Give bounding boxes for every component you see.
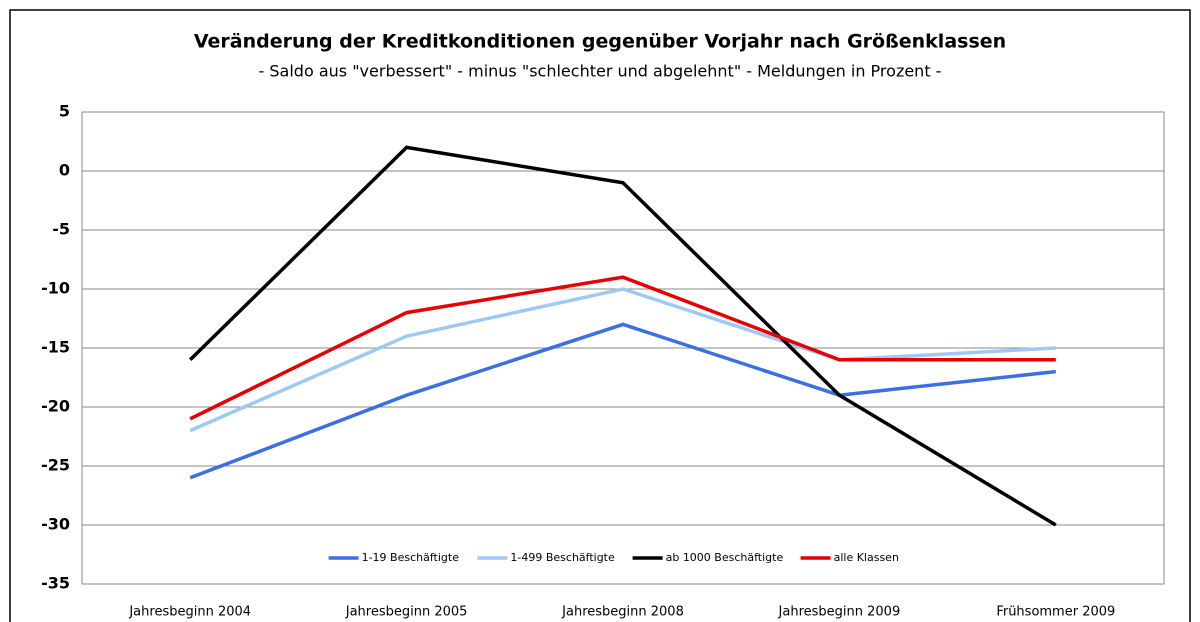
y-tick-label: -25 [41,456,70,475]
x-tick-label: Frühsommer 2009 [996,605,1115,620]
series-line [189,275,1056,421]
legend-label: alle Klassen [834,551,899,564]
legend-label: ab 1000 Beschäftigte [666,551,784,564]
x-tick-label: Jahresbeginn 2008 [561,605,684,620]
chart-subtitle: - Saldo aus "verbessert" - minus "schlec… [259,62,942,81]
x-tick-label: Jahresbeginn 2009 [778,605,901,620]
y-tick-label: 0 [59,161,70,180]
y-tick-label: 5 [59,102,70,121]
x-tick-label: Jahresbeginn 2005 [345,605,468,620]
chart-title: Veränderung der Kreditkonditionen gegenü… [194,31,1006,53]
series-line [189,322,1056,480]
legend-label: 1-499 Beschäftigte [510,551,615,564]
y-tick-label: -20 [41,397,70,416]
y-tick-label: -35 [41,574,70,593]
y-tick-label: -5 [52,220,70,239]
series-line [189,287,1056,433]
plot-border [81,111,1165,585]
y-tick-label: -10 [41,279,70,298]
legend-label: 1-19 Beschäftigte [362,551,460,564]
chart-border [9,9,1191,622]
x-tick-label: Jahresbeginn 2004 [128,605,251,620]
series-line [188,145,1057,527]
y-tick-label: -30 [41,515,70,534]
y-tick-label: -15 [41,338,70,357]
